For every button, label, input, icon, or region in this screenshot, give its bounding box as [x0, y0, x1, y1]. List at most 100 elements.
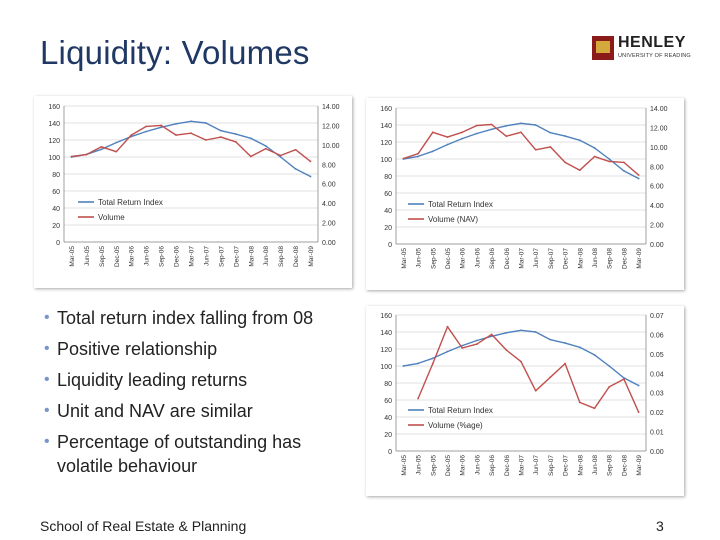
x-axis-tick-label: Jun-08	[592, 455, 599, 475]
data-point	[549, 145, 552, 148]
data-point	[593, 147, 596, 149]
x-axis-tick-label: Dec-06	[504, 455, 511, 476]
data-point	[505, 124, 508, 127]
data-point	[578, 401, 581, 404]
left-axis-tick-label: 80	[52, 172, 60, 179]
left-axis-tick-label: 100	[48, 155, 60, 162]
bullet-text: Liquidity leading returns	[57, 370, 248, 390]
data-point	[402, 365, 405, 367]
right-axis-tick-label: 10.00	[322, 143, 340, 150]
data-point	[294, 148, 297, 151]
x-axis-tick-label: Dec-07	[563, 248, 570, 269]
right-axis-tick-label: 6.00	[650, 184, 664, 191]
data-point	[279, 156, 282, 158]
x-axis-tick-label: Mar-06	[129, 246, 136, 267]
data-point	[294, 168, 297, 170]
x-axis-tick-label: Mar-09	[308, 246, 315, 267]
data-point	[549, 131, 552, 134]
data-point	[417, 397, 419, 400]
data-point	[190, 132, 192, 135]
data-point	[490, 123, 493, 126]
x-axis-tick-label: Mar-05	[401, 455, 408, 476]
x-axis-tick-label: Sep-06	[489, 248, 496, 269]
data-point	[534, 389, 537, 392]
data-point	[446, 143, 449, 146]
right-axis-tick-label: 0.05	[650, 352, 664, 359]
right-axis-tick-label: 0.04	[650, 371, 664, 378]
data-point	[417, 362, 419, 365]
right-axis-tick-label: 0.00	[650, 242, 664, 249]
data-point	[593, 407, 596, 410]
data-point	[623, 161, 625, 164]
data-point	[160, 126, 163, 129]
bullet-text: Total return index falling from 08	[57, 308, 314, 328]
data-point	[461, 131, 464, 134]
legend-label: Total Return Index	[428, 406, 493, 415]
right-axis-tick-label: 8.00	[322, 162, 336, 169]
chart-2-svg: 0 20 40 60 80 100 120 140 160 0.00 2.00 4.00 6.00 8.0…	[380, 106, 668, 269]
bullet-icon: •	[44, 340, 50, 357]
x-axis-tick-label: Sep-05	[430, 455, 437, 476]
data-point	[115, 150, 118, 153]
x-axis-tick-label: Mar-08	[248, 246, 255, 267]
data-point	[431, 357, 434, 360]
data-point	[475, 343, 478, 346]
data-point	[578, 346, 581, 349]
data-point	[446, 136, 449, 139]
data-point	[564, 362, 567, 365]
slide-title: Liquidity: Volumes	[40, 34, 310, 71]
left-axis-tick-label: 40	[52, 206, 60, 213]
data-point	[490, 333, 493, 336]
data-point	[205, 122, 207, 124]
left-axis-tick-label: 20	[384, 432, 392, 439]
right-axis-tick-label: 12.00	[650, 125, 668, 132]
data-point	[234, 133, 237, 135]
x-axis-tick-label: Jun-07	[533, 248, 540, 268]
left-axis-tick-label: 160	[380, 106, 392, 113]
bullet-item: • Positive relationship	[44, 337, 344, 361]
legend-label: Volume (NAV)	[428, 215, 478, 224]
x-axis-tick-label: Jun-06	[144, 246, 151, 266]
chart-total-return-vs-volume-nav: 0 20 40 60 80 100 120 140 160 0.00 2.00 4.00 6.00 8.0…	[366, 98, 684, 290]
x-axis-tick-label: Dec-06	[174, 246, 181, 267]
right-axis-tick-label: 10.00	[650, 145, 668, 152]
left-axis-tick-label: 120	[380, 140, 392, 147]
left-axis-tick-label: 20	[52, 223, 60, 230]
x-axis-tick-label: Mar-08	[577, 248, 584, 269]
left-axis-tick-label: 140	[380, 330, 392, 337]
right-axis-tick-label: 14.00	[322, 104, 340, 111]
legend-label: Volume (%age)	[428, 421, 483, 430]
left-axis-tick-label: 60	[384, 191, 392, 198]
left-axis-tick-label: 20	[384, 225, 392, 232]
left-axis-tick-label: 140	[380, 123, 392, 130]
bullet-text: Unit and NAV are similar	[57, 401, 253, 421]
bullet-text: Percentage of outstanding has volatile b…	[57, 432, 302, 476]
left-axis-tick-label: 100	[380, 157, 392, 164]
x-axis-tick-label: Mar-07	[519, 248, 526, 269]
left-axis-tick-label: 120	[48, 138, 60, 145]
x-axis-tick-label: Dec-07	[563, 455, 570, 476]
x-axis-tick-label: Jun-05	[416, 248, 423, 268]
x-axis-tick-label: Jun-07	[203, 246, 210, 266]
right-axis-tick-label: 0.01	[650, 430, 664, 437]
data-point	[100, 145, 103, 148]
series-line-volume	[417, 326, 640, 413]
data-point	[431, 131, 434, 134]
data-point	[505, 331, 508, 334]
left-axis-tick-label: 60	[52, 189, 60, 196]
data-point	[190, 120, 192, 123]
data-point	[475, 124, 478, 127]
bullet-item: • Total return index falling from 08	[44, 306, 344, 330]
data-point	[264, 145, 267, 147]
data-point	[593, 155, 596, 158]
data-point	[431, 362, 434, 365]
data-point	[446, 350, 449, 353]
data-point	[175, 122, 177, 125]
data-point	[637, 411, 640, 414]
data-point	[70, 155, 73, 158]
x-axis-tick-label: Sep-08	[607, 248, 614, 269]
henley-logo: HENLEY UNIVERSITY OF READING	[592, 34, 692, 66]
right-axis-tick-label: 2.00	[322, 221, 336, 228]
right-axis-tick-label: 0.00	[650, 449, 664, 456]
legend-label: Volume	[98, 213, 125, 222]
